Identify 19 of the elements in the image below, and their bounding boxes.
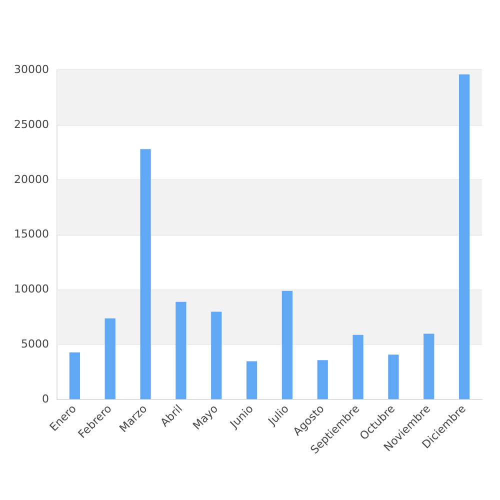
bar: [424, 334, 434, 400]
bar: [388, 354, 399, 400]
bar: [211, 312, 222, 400]
bar: [352, 334, 364, 400]
bar: [104, 318, 116, 400]
bar: [458, 74, 470, 400]
y-tick-label: 30000: [14, 62, 49, 76]
bar: [140, 149, 151, 400]
bar: [282, 290, 293, 400]
y-tick-label: 25000: [14, 118, 49, 131]
bar: [317, 360, 328, 400]
y-tick-label: 0: [42, 392, 49, 406]
y-tick-label: 5000: [20, 338, 49, 351]
y-tick-label: 20000: [14, 172, 49, 186]
bar: [246, 361, 258, 400]
bar: [176, 302, 186, 400]
bar: [69, 352, 80, 400]
y-tick-label: 15000: [14, 228, 49, 241]
y-tick-label: 10000: [14, 282, 49, 296]
